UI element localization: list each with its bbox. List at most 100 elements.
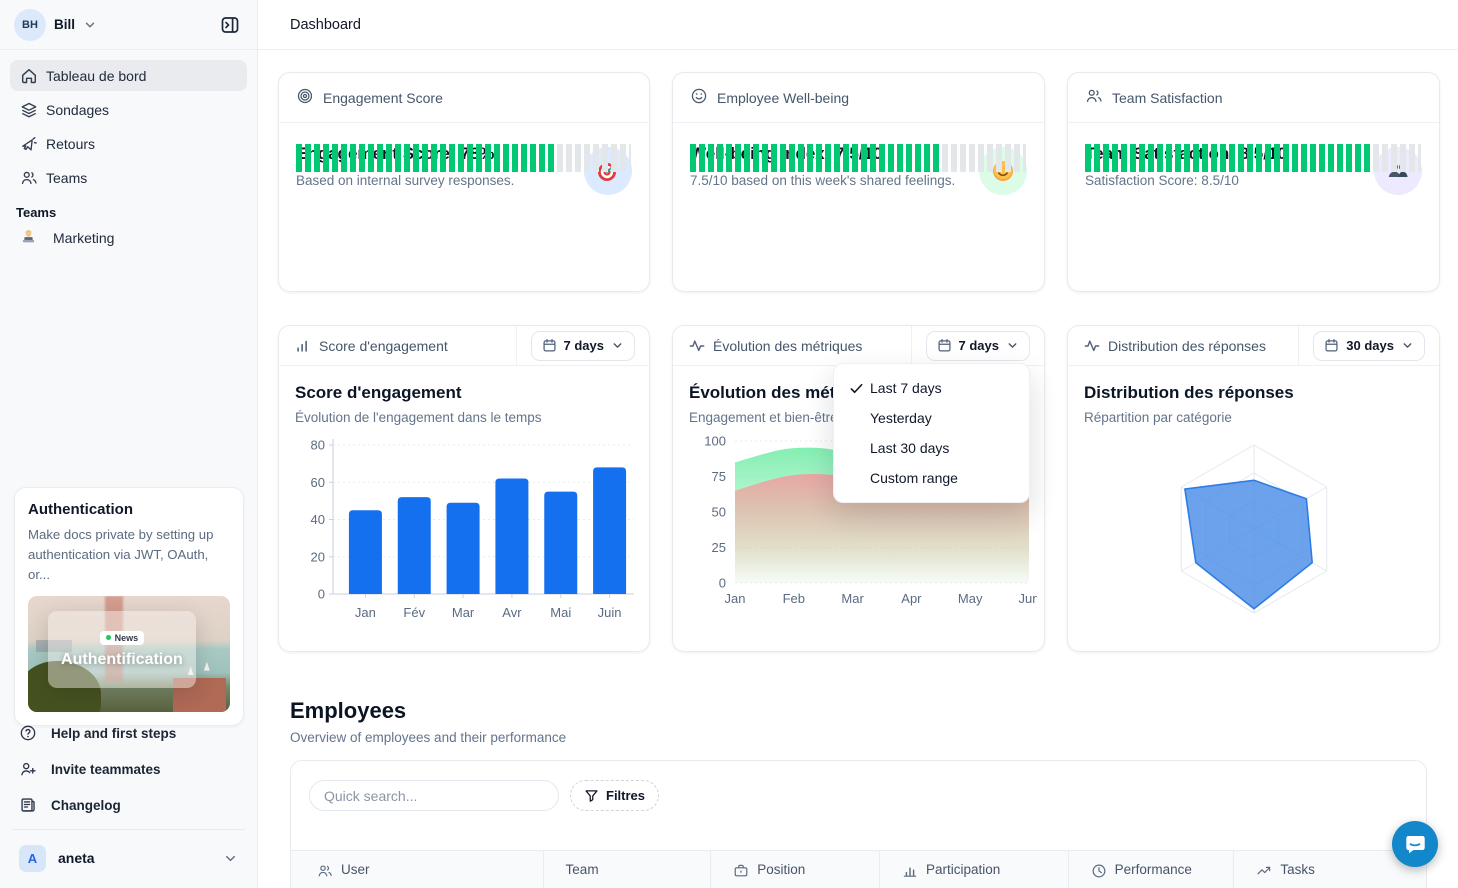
progress-fill [296,144,558,172]
chart-card-engagement-score: Score d'engagement 7 days Score d'engage… [278,325,650,652]
promo-title: Authentication [28,501,133,518]
calendar-icon [542,338,557,353]
svg-text:Jan: Jan [355,605,376,620]
date-range-button[interactable]: 30 days [1313,330,1425,361]
svg-text:0: 0 [719,576,726,591]
sidebar-item-label: Teams [46,169,88,186]
chart-card-body: Score d'engagement Évolution de l'engage… [279,366,649,636]
team-item-label: Marketing [53,230,115,246]
svg-text:25: 25 [712,540,726,555]
layers-icon [20,101,38,119]
chart-card-body: Évolution des métriques Engagement et bi… [673,366,1044,628]
chevron-down-icon[interactable] [83,18,97,32]
workspace-switcher[interactable]: A aneta [10,836,247,880]
promo-card-authentication[interactable]: Authentication Make docs private by sett… [14,487,244,727]
stat-card-header-label: Employee Well-being [717,89,850,106]
table-toolbar: Filtres [291,761,1426,811]
menu-item-label: Yesterday [870,410,932,426]
date-range-button[interactable]: 7 days [925,330,1030,361]
chart-card-header: Score d'engagement 7 days [279,325,649,366]
activity-icon [689,338,705,354]
technologist-emoji-icon [20,228,37,248]
satisfaction-progress-bar [1085,144,1421,172]
stat-card-header: Team Satisfaction [1068,73,1439,123]
employees-table-card: Filtres User Team Position [290,760,1427,888]
column-header-performance[interactable]: Performance [1069,851,1235,888]
stat-card-header-label: Engagement Score [323,89,443,106]
progress-fill [690,144,942,172]
employees-section-subtitle: Overview of employees and their performa… [290,730,567,745]
sidebar-footer: Help and first steps Invite teammates Ch… [0,709,257,888]
promo-description: Make docs private by setting up authenti… [28,527,214,582]
column-header-tasks[interactable]: Tasks [1234,851,1426,888]
date-range-button[interactable]: 7 days [530,330,635,361]
date-range-label: 7 days [958,338,999,353]
user-avatar[interactable]: BH [14,8,46,41]
svg-text:Mar: Mar [841,591,864,606]
chart-card-header: Évolution des métriques 7 days [673,325,1044,366]
filters-button-label: Filtres [606,788,646,803]
search-input[interactable] [309,780,559,811]
user-name[interactable]: Bill [54,17,76,32]
menu-item-yesterday[interactable]: Yesterday [834,403,1029,433]
changelog-icon [19,796,37,814]
filters-button[interactable]: Filtres [570,780,660,811]
chart-card-header-label: Score d'engagement [319,337,448,354]
chat-launcher-button[interactable] [1392,821,1438,867]
distribution-radar-chart [1180,444,1328,614]
sidebar-item-retours[interactable]: Retours [10,128,247,159]
svg-text:20: 20 [311,549,325,564]
divider [515,325,517,366]
chart-card-body: Distribution des réponses Répartition pa… [1068,366,1439,635]
menu-item-last-7-days[interactable]: Last 7 days [834,373,1029,403]
sidebar-item-tableau-de-bord[interactable]: Tableau de bord [10,60,247,91]
workspace-name: aneta [58,850,95,866]
svg-text:80: 80 [311,438,325,453]
stat-card-satisfaction: Team Satisfaction Team Satisfaction: 8.5… [1067,72,1440,292]
sidebar-item-changelog[interactable]: Changelog [10,787,247,823]
column-header-participation[interactable]: Participation [880,851,1069,888]
chart-subtitle: Évolution de l'engagement dans le temps [295,410,542,425]
sidebar-nav: Tableau de bord Sondages Retours Teams [0,50,257,193]
chart-card-header-label: Distribution des réponses [1108,337,1266,354]
smile-icon [690,87,708,108]
divider [910,325,912,366]
target-icon [296,87,314,108]
workspace-avatar: A [19,844,46,872]
users-icon [1085,87,1103,108]
stat-subtitle: 7.5/10 based on this week's shared feeli… [690,173,956,188]
chevron-down-icon [611,339,624,352]
column-header-position[interactable]: Position [711,851,880,888]
sidebar-item-teams[interactable]: Teams [10,162,247,193]
promo-image: News Authentification [28,596,230,713]
sidebar-item-marketing[interactable]: Marketing [0,222,257,254]
sidebar-item-help[interactable]: Help and first steps [10,715,247,751]
column-header-label: User [341,862,370,877]
calendar-icon [937,338,952,353]
chart-card-header: Distribution des réponses 30 days [1068,325,1439,366]
menu-item-custom-range[interactable]: Custom range [834,463,1029,493]
column-header-label: Team [565,862,599,877]
date-range-menu: Last 7 days Yesterday Last 30 days Custo… [833,363,1030,503]
promo-image-caption: Authentification [61,650,183,668]
menu-item-last-30-days[interactable]: Last 30 days [834,433,1029,463]
bar-chart-icon [295,338,311,354]
date-range-label: 30 days [1346,338,1394,353]
stat-card-body: Team Satisfaction: 8.5/10 Satisfaction S… [1068,123,1439,195]
city-shape [36,640,73,653]
svg-text:Jan: Jan [725,591,746,606]
sidebar-item-sondages[interactable]: Sondages [10,94,247,125]
column-header-user[interactable]: User [291,851,544,888]
sailboat-shape [203,661,210,671]
user-plus-icon [19,760,37,778]
sidebar-item-invite[interactable]: Invite teammates [10,751,247,787]
sidebar-item-label: Sondages [46,101,110,118]
help-circle-icon [19,724,37,742]
collapse-sidebar-button[interactable] [215,10,245,40]
sidebar-item-label: Tableau de bord [46,67,147,84]
menu-item-label: Custom range [870,470,958,486]
page-title: Dashboard [290,16,361,33]
chevron-down-icon [223,851,238,866]
column-header-team[interactable]: Team [544,851,712,888]
footer-item-label: Invite teammates [51,761,161,777]
